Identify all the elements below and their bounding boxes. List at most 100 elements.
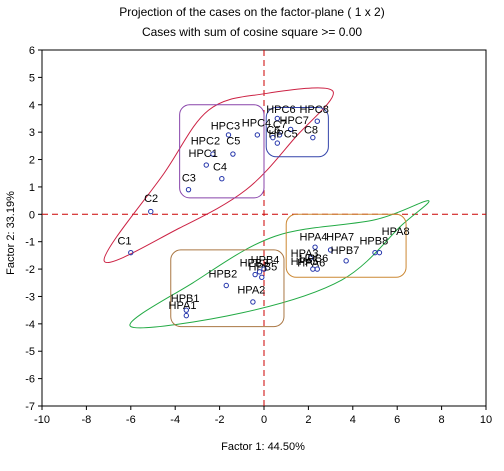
point-label: C4 — [213, 161, 227, 173]
point-label: HPB3 — [240, 257, 269, 269]
point-label: C3 — [182, 172, 196, 184]
data-point — [314, 266, 320, 272]
y-tick-label: -3 — [25, 291, 35, 303]
y-tick-label: 5 — [29, 72, 35, 84]
data-point — [225, 132, 232, 138]
point-label: HPB6 — [300, 253, 329, 265]
x-tick-label: 4 — [350, 414, 356, 426]
point-label: HPC7 — [280, 115, 309, 127]
x-tick-label: 0 — [261, 414, 267, 426]
y-tick-label: -6 — [25, 374, 35, 386]
point-label: HPC6 — [266, 104, 295, 116]
y-tick-label: 4 — [29, 100, 35, 112]
point-label: HPB7 — [331, 245, 360, 257]
point-label: HPA6 — [297, 257, 325, 269]
point-label: HPA2 — [237, 285, 265, 297]
point-label: HPB2 — [209, 268, 238, 280]
point-label: HPA1 — [169, 300, 197, 312]
point-label: HPC3 — [211, 120, 240, 132]
point-label: HPB1 — [171, 293, 200, 305]
point-label: HPB4 — [251, 255, 280, 267]
point-label: HPA8 — [382, 226, 410, 238]
data-point — [203, 162, 209, 168]
y-tick-label: 2 — [29, 155, 35, 167]
data-point — [252, 271, 258, 278]
x-tick-label: 2 — [305, 414, 311, 426]
data-point — [183, 312, 190, 319]
point-label: HPA5 — [291, 256, 319, 268]
point-label: HPC8 — [300, 104, 329, 116]
data-point — [343, 258, 349, 264]
data-point — [314, 118, 320, 124]
y-tick-label: -4 — [25, 319, 35, 331]
data-point — [376, 249, 383, 256]
x-axis-label: Factor 1: 44.50% — [221, 441, 305, 453]
point-label: C8 — [304, 125, 318, 137]
y-tick-label: -2 — [25, 264, 35, 276]
x-tick-label: 8 — [439, 414, 445, 426]
point-label: C7 — [273, 119, 287, 131]
point-label: HPC1 — [189, 148, 218, 160]
point-label: HPC4 — [242, 118, 271, 130]
data-point — [372, 249, 378, 256]
data-point — [276, 132, 283, 138]
y-tick-label: -7 — [25, 401, 35, 413]
data-point — [185, 186, 192, 193]
data-point — [274, 140, 281, 146]
data-point — [183, 307, 190, 313]
data-point — [256, 269, 263, 275]
data-point — [219, 176, 225, 182]
data-point — [230, 151, 236, 157]
chart-subtitle: Cases with sum of cosine square >= 0.00 — [142, 25, 362, 39]
enclosure-curve — [129, 200, 430, 329]
point-label: HPA4 — [300, 231, 328, 243]
data-point — [270, 134, 276, 141]
data-point — [223, 282, 229, 289]
data-point — [261, 266, 267, 272]
point-label: C2 — [144, 193, 158, 205]
chart-title: Projection of the cases on the factor-pl… — [119, 5, 384, 19]
data-point — [250, 299, 256, 305]
data-point — [259, 274, 265, 280]
y-axis-label: Factor 2: 33.19% — [5, 191, 17, 275]
point-label: C5 — [226, 135, 240, 147]
y-tick-label: 0 — [29, 209, 35, 221]
y-tick-label: 6 — [29, 45, 35, 57]
point-label: HPA7 — [326, 231, 354, 243]
y-tick-label: -1 — [25, 237, 35, 249]
y-tick-label: 3 — [29, 127, 35, 139]
point-label: C1 — [117, 235, 131, 247]
plot-area: -10 -8 -6 -4 -2 0 2 4 6 8 10-7-6-5-4-3-2-10123456C… — [25, 45, 492, 426]
data-point — [287, 126, 294, 133]
x-tick-label: -6 — [126, 414, 136, 426]
data-point — [254, 132, 261, 138]
data-point — [307, 255, 314, 261]
point-label: HPB8 — [359, 235, 388, 247]
data-point — [310, 134, 316, 141]
data-point — [327, 247, 334, 253]
point-label: HPA3 — [291, 248, 319, 260]
point-label: HPC2 — [191, 135, 220, 147]
x-tick-label: -8 — [82, 414, 92, 426]
y-tick-label: -5 — [25, 346, 35, 358]
x-tick-label: -10 — [34, 414, 50, 426]
data-point — [274, 115, 281, 122]
x-tick-label: -4 — [170, 414, 180, 426]
data-point — [128, 249, 134, 256]
enclosure-box — [179, 104, 265, 199]
point-label: HPB5 — [248, 261, 277, 273]
enclosure-curve — [103, 87, 334, 263]
enclosure-box — [170, 249, 285, 328]
point-label: C6 — [266, 125, 280, 137]
point-label: HPC5 — [268, 129, 297, 141]
enclosure-box — [265, 107, 329, 158]
enclosure-box — [285, 213, 407, 278]
y-tick-label: 1 — [29, 182, 35, 194]
data-point — [210, 151, 216, 157]
data-point — [312, 244, 318, 250]
x-tick-label: 10 — [480, 414, 492, 426]
x-tick-label: -2 — [215, 414, 225, 426]
x-tick-label: 6 — [394, 414, 400, 426]
